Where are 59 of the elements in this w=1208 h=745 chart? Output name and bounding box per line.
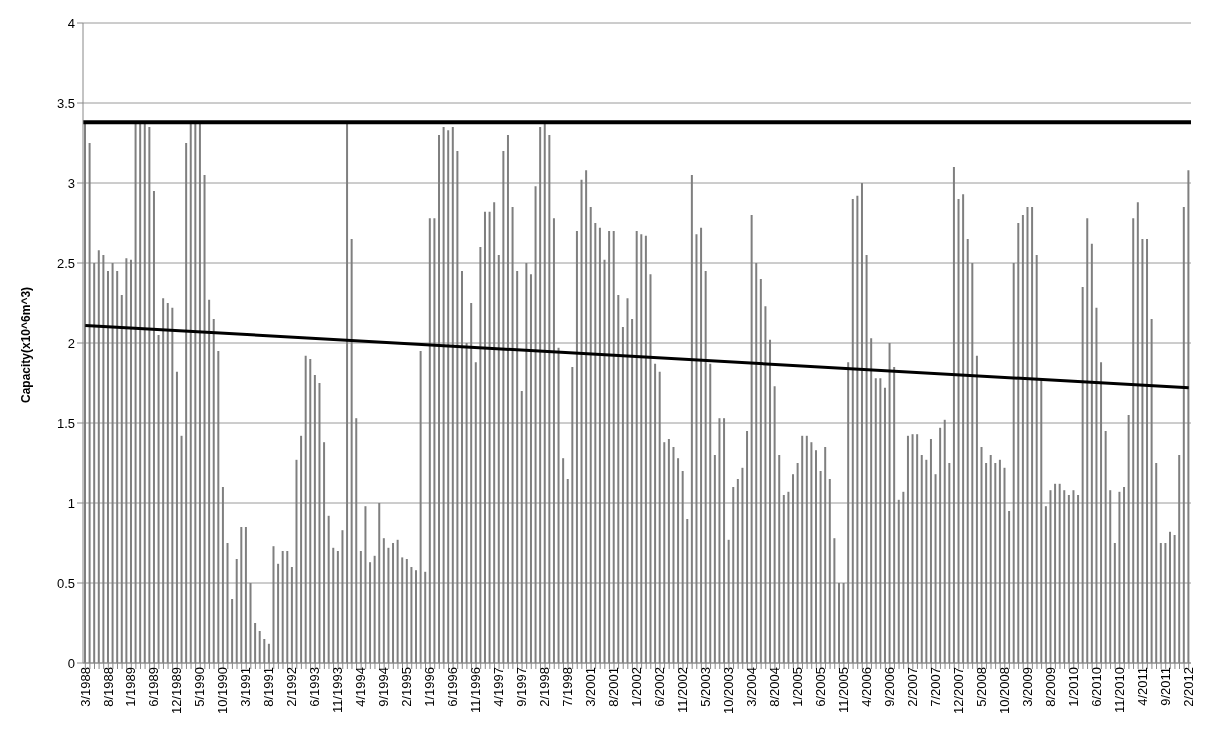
y-tick-label: 3: [67, 175, 75, 191]
y-tick-label: 2: [67, 335, 75, 351]
x-tick-label: 6/2002: [652, 667, 668, 707]
x-tick-label: 2/1995: [399, 667, 415, 707]
x-tick-label: 5/2003: [698, 667, 714, 707]
x-tick-label: 8/2004: [767, 667, 783, 707]
x-tick-label: 9/1997: [514, 667, 530, 707]
x-tick-label: 10/2003: [721, 667, 737, 714]
x-tick-label: 11/2010: [1111, 667, 1127, 714]
x-tick-label: 1/1996: [422, 667, 438, 707]
x-tick-label: 4/2006: [859, 667, 875, 707]
y-tick-label: 0: [67, 655, 75, 671]
x-tick-label: 8/2009: [1043, 667, 1059, 707]
x-tick-label: 7/2007: [928, 667, 944, 707]
x-tick-label: 11/1993: [330, 667, 346, 714]
x-tick-label: 2/2012: [1180, 667, 1196, 707]
x-tick-label: 7/1998: [560, 667, 576, 707]
x-tick-label: 9/1994: [376, 667, 392, 707]
x-tick-label: 8/1991: [261, 667, 277, 707]
x-tick-label: 6/2005: [813, 667, 829, 707]
x-tick-label: 5/2008: [974, 667, 990, 707]
x-tick-label: 5/1990: [192, 667, 208, 707]
x-tick-label: 10/2008: [997, 667, 1013, 714]
x-tick-label: 1/1989: [123, 667, 139, 707]
x-tick-label: 3/1991: [238, 667, 254, 707]
x-tick-label: 3/2009: [1020, 667, 1036, 707]
x-tick-label: 2/1992: [284, 667, 300, 707]
x-tick-label: 2/1998: [537, 667, 553, 707]
x-tick-label: 6/1996: [445, 667, 461, 707]
x-tick-label: 2/2007: [905, 667, 921, 707]
y-tick-label: 0.5: [56, 575, 75, 591]
x-tick-label: 9/2011: [1157, 667, 1173, 706]
y-tick-label: 1: [67, 495, 75, 511]
y-axis-title: Capacity(x10^6m^3): [19, 286, 34, 403]
x-tick-label: 3/1988: [77, 667, 93, 707]
x-tick-label: 6/1989: [146, 667, 162, 707]
x-tick-label: 4/2011: [1134, 667, 1150, 706]
x-tick-label: 4/1997: [491, 667, 507, 707]
y-tick-label: 4: [67, 15, 75, 31]
x-tick-label: 4/1994: [353, 667, 369, 707]
x-tick-label: 1/2010: [1065, 667, 1081, 707]
x-tick-label: 6/1993: [307, 667, 323, 707]
x-tick-label: 3/2004: [744, 667, 760, 707]
x-tick-label: 12/2007: [951, 667, 967, 714]
x-tick-label: 9/2006: [882, 667, 898, 707]
x-tick-label: 1/2002: [629, 667, 645, 707]
x-tick-label: 11/2002: [675, 667, 691, 714]
y-tick-label: 2.5: [56, 255, 75, 271]
y-tick-label: 1.5: [56, 415, 75, 431]
x-tick-label: 6/2010: [1088, 667, 1104, 707]
x-tick-label: 3/2001: [583, 667, 599, 707]
x-tick-label: 11/2005: [836, 667, 852, 714]
x-tick-label: 12/1989: [169, 667, 185, 714]
x-tick-label: 1/2005: [790, 667, 806, 707]
y-tick-label: 3.5: [56, 95, 75, 111]
x-tick-label: 11/1996: [468, 667, 484, 714]
x-tick-label: 10/1990: [215, 667, 231, 714]
x-tick-label: 8/2001: [606, 667, 622, 707]
x-tick-label: 8/1988: [100, 667, 116, 707]
